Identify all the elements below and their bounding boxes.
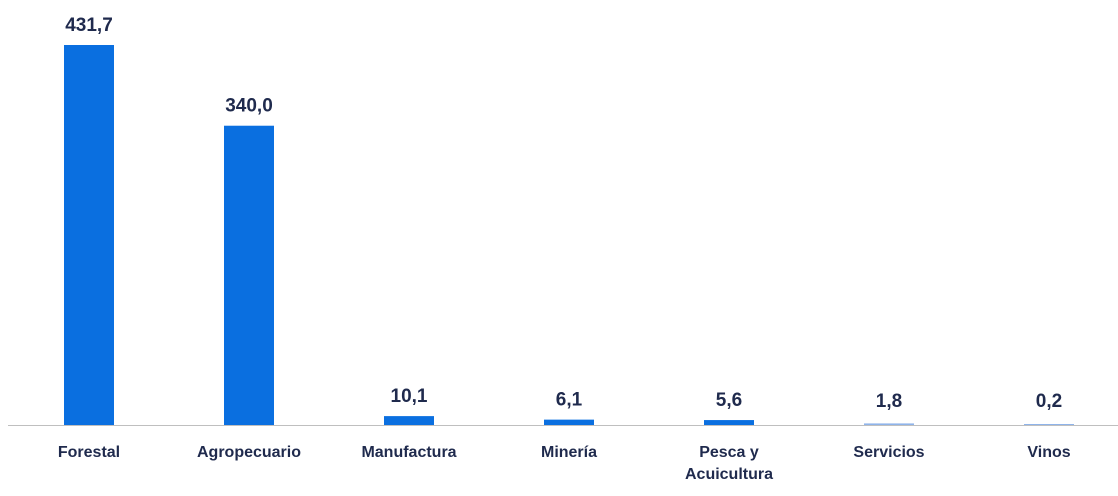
bar-6 — [1024, 424, 1074, 425]
bar-1 — [224, 125, 274, 426]
category-label-5: Servicios — [853, 444, 924, 461]
bar-3 — [544, 419, 594, 425]
category-label-3: Minería — [541, 444, 597, 461]
value-labels-group: 431,7 340,0 10,1 6,1 5,6 1,8 0,2 — [65, 15, 1062, 412]
category-label-6: Vinos — [1027, 444, 1070, 461]
value-label-1: 340,0 — [225, 96, 273, 117]
bar-0 — [64, 45, 114, 425]
value-label-6: 0,2 — [1036, 391, 1062, 412]
category-label-line: Servicios — [853, 444, 924, 461]
category-labels-group: Forestal Agropecuario Manufactura Minería Pe… — [58, 444, 1071, 483]
category-label-4: Pesca y Acuicultura — [685, 444, 773, 483]
category-label-0: Forestal — [58, 444, 120, 461]
bars-group — [64, 45, 1074, 426]
value-label-5: 1,8 — [876, 391, 902, 412]
category-label-line: Vinos — [1027, 444, 1070, 461]
value-label-4: 5,6 — [716, 390, 742, 411]
category-label-2: Manufactura — [361, 444, 456, 461]
category-label-line: Manufactura — [361, 444, 456, 461]
category-label-line: Pesca y — [699, 444, 759, 461]
category-label-line: Minería — [541, 444, 597, 461]
category-label-line: Acuicultura — [685, 466, 773, 483]
value-label-3: 6,1 — [556, 390, 583, 411]
category-label-line: Forestal — [58, 444, 120, 461]
category-label-1: Agropecuario — [197, 444, 301, 461]
bar-4 — [704, 420, 754, 425]
category-label-line: Agropecuario — [197, 444, 301, 461]
bar-2 — [384, 416, 434, 425]
bar-5 — [864, 423, 914, 425]
value-label-0: 431,7 — [65, 15, 113, 36]
value-label-2: 10,1 — [391, 386, 428, 407]
